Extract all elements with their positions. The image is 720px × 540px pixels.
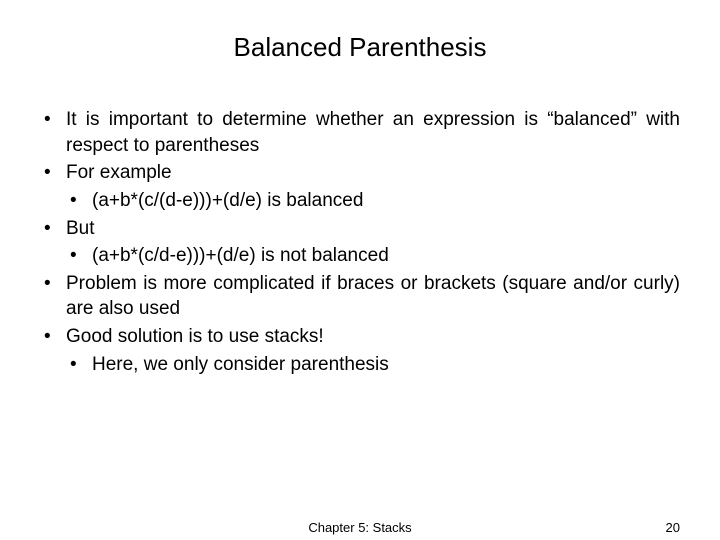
footer-page-number: 20 (666, 520, 680, 535)
slide-content: It is important to determine whether an … (40, 107, 680, 377)
sub-bullet-list: (a+b*(c/(d-e)))+(d/e) is balanced (66, 188, 680, 214)
sub-bullet-list: (a+b*(c/d-e)))+(d/e) is not balanced (66, 243, 680, 269)
bullet-item: Good solution is to use stacks! Here, we… (40, 324, 680, 377)
bullet-item: For example (a+b*(c/(d-e)))+(d/e) is bal… (40, 160, 680, 213)
bullet-item: Problem is more complicated if braces or… (40, 271, 680, 322)
slide-title: Balanced Parenthesis (40, 32, 680, 63)
footer-chapter: Chapter 5: Stacks (308, 520, 411, 535)
sub-bullet-item: (a+b*(c/d-e)))+(d/e) is not balanced (66, 243, 680, 269)
sub-bullet-item: (a+b*(c/(d-e)))+(d/e) is balanced (66, 188, 680, 214)
bullet-text: But (66, 218, 95, 239)
sub-bullet-list: Here, we only consider parenthesis (66, 352, 680, 378)
bullet-item: It is important to determine whether an … (40, 107, 680, 158)
bullet-text: For example (66, 162, 172, 183)
bullet-text: Good solution is to use stacks! (66, 326, 324, 347)
sub-bullet-item: Here, we only consider parenthesis (66, 352, 680, 378)
slide: Balanced Parenthesis It is important to … (0, 0, 720, 540)
bullet-item: But (a+b*(c/d-e)))+(d/e) is not balanced (40, 216, 680, 269)
bullet-list: It is important to determine whether an … (40, 107, 680, 377)
